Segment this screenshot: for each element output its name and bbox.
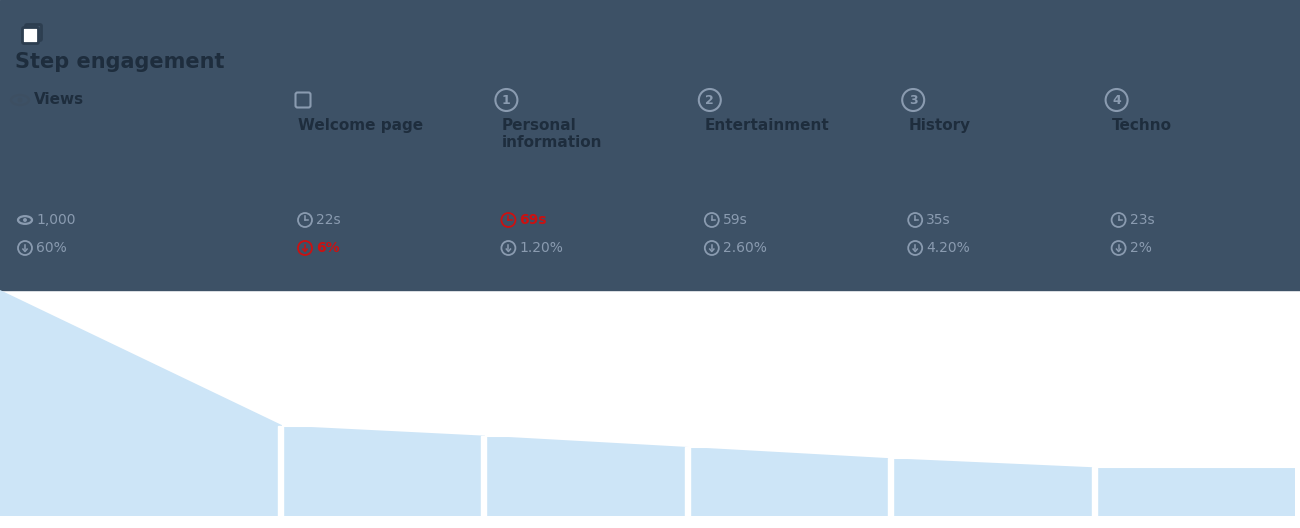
Text: 2: 2 [706,93,714,107]
Text: 4: 4 [1113,93,1121,107]
Text: 2%: 2% [1130,241,1152,255]
Circle shape [17,98,22,102]
Text: 1,000: 1,000 [36,213,75,227]
Polygon shape [0,290,283,516]
Text: 2.60%: 2.60% [723,241,767,255]
Text: 69s: 69s [520,213,547,227]
Text: Views: Views [34,92,84,108]
Polygon shape [1097,467,1295,516]
Polygon shape [278,426,283,516]
Polygon shape [685,447,690,516]
Text: Techno: Techno [1112,118,1171,133]
FancyBboxPatch shape [22,27,39,43]
Text: 23s: 23s [1130,213,1154,227]
Text: 4.20%: 4.20% [926,241,970,255]
Text: 22s: 22s [316,213,341,227]
Text: History: History [909,118,970,133]
Circle shape [23,218,27,222]
Text: Step engagement: Step engagement [16,52,225,72]
Polygon shape [1092,467,1097,516]
Polygon shape [481,436,486,516]
Polygon shape [690,447,893,516]
Polygon shape [0,0,1300,290]
Text: 3: 3 [909,93,918,107]
Text: Welcome page: Welcome page [298,118,422,133]
Polygon shape [283,426,486,516]
Text: 6%: 6% [316,241,339,255]
Text: 1: 1 [502,93,511,107]
Text: Personal
information: Personal information [502,118,602,150]
Text: Entertainment: Entertainment [705,118,829,133]
Text: 1.20%: 1.20% [520,241,563,255]
Polygon shape [486,436,690,516]
Text: 60%: 60% [36,241,66,255]
Text: 59s: 59s [723,213,748,227]
Polygon shape [893,458,1097,516]
Text: 35s: 35s [926,213,950,227]
Polygon shape [888,458,893,516]
